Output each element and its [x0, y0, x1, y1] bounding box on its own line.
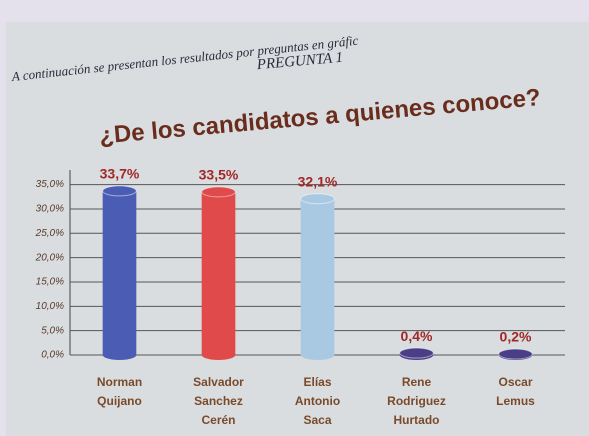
value-label: 32,1%	[298, 173, 338, 189]
bar-top	[202, 187, 236, 197]
y-tick-label: 5,0%	[41, 325, 64, 336]
y-tick-label: 35,0%	[36, 179, 64, 190]
bar	[103, 191, 137, 355]
slide	[6, 22, 589, 436]
chart: A continuación se presentan los resultad…	[0, 0, 589, 436]
value-label: 0,2%	[500, 329, 532, 345]
bar	[202, 192, 236, 355]
bar-base	[202, 350, 236, 360]
y-tick-label: 0,0%	[41, 350, 64, 361]
y-tick-label: 15,0%	[36, 277, 64, 288]
bar-base	[301, 350, 335, 360]
y-tick-label: 25,0%	[35, 228, 64, 239]
bar-base	[103, 350, 137, 360]
value-label: 0,4%	[401, 328, 433, 344]
bar-top	[301, 194, 335, 204]
bar-top	[103, 186, 137, 196]
bar-top	[400, 348, 434, 358]
bar-top	[499, 349, 533, 359]
y-tick-label: 10,0%	[36, 301, 64, 312]
value-label: 33,5%	[199, 167, 239, 183]
y-tick-label: 30,0%	[36, 204, 64, 215]
bar	[301, 199, 335, 355]
y-tick-label: 20,0%	[35, 252, 64, 263]
value-label: 33,7%	[100, 166, 140, 182]
